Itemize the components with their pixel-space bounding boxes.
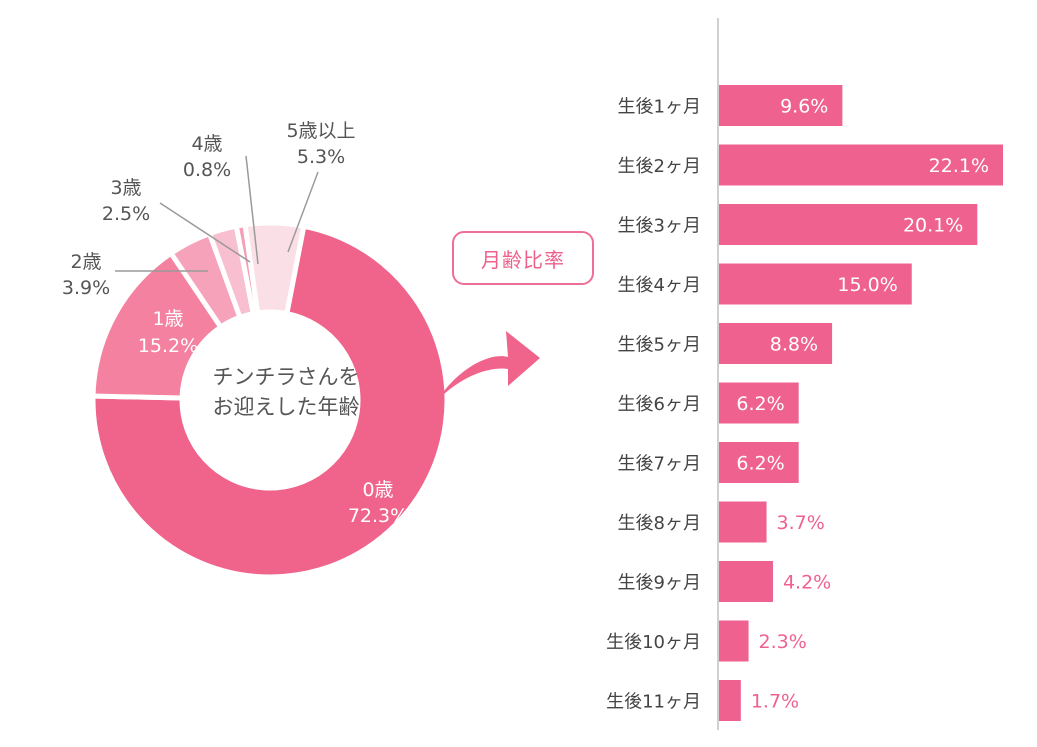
bar-category-label-3: 生後4ヶ月 <box>618 275 701 296</box>
donut-slice-value-5: 5.3% <box>297 146 345 168</box>
bar-value-label-0: 9.6% <box>780 96 828 118</box>
bar-7 <box>719 501 767 543</box>
donut-chart <box>90 220 450 580</box>
bar-value-label-6: 6.2% <box>736 453 784 475</box>
bar-category-label-1: 生後2ヶ月 <box>618 156 701 177</box>
bar-4 <box>719 323 833 364</box>
donut-slice-0 <box>90 223 450 580</box>
arrow-icon <box>436 331 540 402</box>
bar-chart-title-badge: 月齢比率 <box>452 231 594 285</box>
donut-leader-line-3 <box>159 202 251 263</box>
bar-category-label-9: 生後10ヶ月 <box>606 632 701 653</box>
donut-slice-value-0: 72.3% <box>348 505 408 527</box>
bar-10 <box>719 680 741 721</box>
bar-value-label-4: 8.8% <box>770 334 818 356</box>
donut-labels: 0歳 72.3% 1歳 15.2% 2歳 3.9% 3歳 2.5% 4歳 0.8% 5歳以上 5.3% <box>62 120 408 527</box>
bar-value-label-1: 22.1% <box>929 155 989 177</box>
donut-slice-value-4: 0.8% <box>183 159 231 181</box>
donut-slice-value-3: 2.5% <box>102 203 150 225</box>
bar-value-label-2: 20.1% <box>903 215 963 237</box>
donut-slice-value-2: 3.9% <box>62 277 110 299</box>
bar-2 <box>719 204 978 245</box>
bar-9 <box>719 620 749 662</box>
bar-category-label-10: 生後11ヶ月 <box>606 692 701 713</box>
bar-value-label-5: 6.2% <box>736 393 784 415</box>
donut-leader-line-4 <box>245 155 259 265</box>
bar-category-label-8: 生後9ヶ月 <box>618 573 701 594</box>
arrow-graphic <box>436 331 540 402</box>
donut-center-label-line-2: お迎えした年齢 <box>213 395 360 419</box>
donut-slice-label-1: 1歳 <box>152 308 183 330</box>
bar-value-label-10: 1.7% <box>751 691 799 713</box>
donut-leader-line-5 <box>287 171 319 253</box>
donut-center-label: チンチラさんを お迎えした年齢 <box>213 365 360 419</box>
bar-value-label-8: 4.2% <box>783 572 831 594</box>
bar-0 <box>719 85 843 126</box>
donut-slice-label-3: 3歳 <box>110 177 141 199</box>
donut-slice-value-1: 15.2% <box>138 335 198 357</box>
bar-5 <box>719 382 799 424</box>
donut-slice-label-2: 2歳 <box>70 251 101 273</box>
bar-6 <box>719 442 799 483</box>
bar-chart: 生後1ヶ月 9.6% 生後2ヶ月 22.1% 生後3ヶ月 20.1% 生後4ヶ月 15.0% 生… <box>606 85 1003 721</box>
bar-category-label-6: 生後7ヶ月 <box>618 454 701 475</box>
bar-3 <box>719 263 912 305</box>
donut-slice-1 <box>90 250 224 401</box>
bar-value-label-9: 2.3% <box>759 631 807 653</box>
donut-slice-label-0: 0歳 <box>362 479 393 501</box>
bar-category-label-7: 生後8ヶ月 <box>618 513 701 534</box>
bar-value-label-3: 15.0% <box>837 274 897 296</box>
bar-chart-title: 月齢比率 <box>481 247 565 272</box>
bar-value-label-7: 3.7% <box>777 512 825 534</box>
donut-slice-5 <box>242 220 307 317</box>
bar-8 <box>719 561 773 602</box>
bar-category-label-0: 生後1ヶ月 <box>618 97 701 118</box>
bar-category-label-5: 生後6ヶ月 <box>618 394 701 415</box>
bar-category-label-4: 生後5ヶ月 <box>618 335 701 356</box>
bar-1 <box>719 144 1003 186</box>
bar-category-label-2: 生後3ヶ月 <box>618 216 701 237</box>
donut-center-label-line-1: チンチラさんを <box>213 365 360 389</box>
donut-slice-label-4: 4歳 <box>191 133 222 155</box>
donut-slice-label-5: 5歳以上 <box>286 120 355 142</box>
